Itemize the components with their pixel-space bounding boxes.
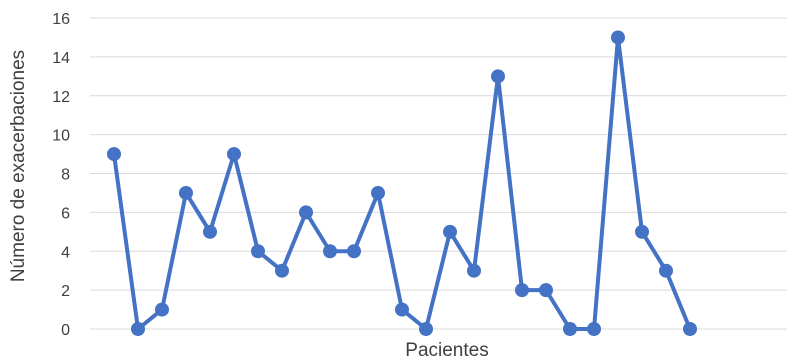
data-point — [347, 244, 361, 259]
data-point — [659, 263, 673, 278]
y-tick-label: 10 — [52, 128, 70, 145]
y-tick-label: 6 — [61, 205, 70, 222]
data-point — [683, 322, 697, 336]
y-tick-label: 4 — [61, 244, 70, 261]
data-point — [563, 322, 577, 336]
y-tick-label: 12 — [52, 89, 70, 106]
y-tick-label: 14 — [52, 50, 70, 67]
data-point — [635, 224, 649, 239]
y-tick-label: 8 — [61, 167, 70, 184]
data-point — [251, 244, 265, 259]
data-point — [491, 69, 505, 84]
y-tick-label: 0 — [61, 322, 70, 339]
data-point — [179, 185, 193, 200]
data-point — [587, 322, 601, 336]
y-axis-ticks: 0 2 4 6 8 10 12 14 16 — [52, 11, 70, 339]
data-point — [371, 185, 385, 200]
series-group — [107, 30, 697, 336]
data-point — [323, 244, 337, 259]
data-point — [155, 302, 169, 317]
data-point — [227, 147, 241, 162]
data-point — [539, 283, 553, 298]
data-point — [203, 224, 217, 239]
y-tick-label: 16 — [52, 11, 70, 28]
y-axis-title: Número de exacerbaciones — [8, 50, 29, 282]
x-axis-title: Pacientes — [405, 340, 488, 359]
data-point — [419, 322, 433, 336]
data-point — [515, 283, 529, 298]
data-point — [299, 205, 313, 220]
data-point — [131, 322, 145, 336]
gridlines — [90, 17, 787, 330]
data-point — [395, 302, 409, 317]
data-point — [107, 147, 121, 162]
data-point — [275, 263, 289, 278]
series-line — [112, 35, 692, 331]
data-point — [611, 30, 625, 45]
data-point — [443, 224, 457, 239]
y-tick-label: 2 — [61, 283, 70, 300]
data-point — [467, 263, 481, 278]
